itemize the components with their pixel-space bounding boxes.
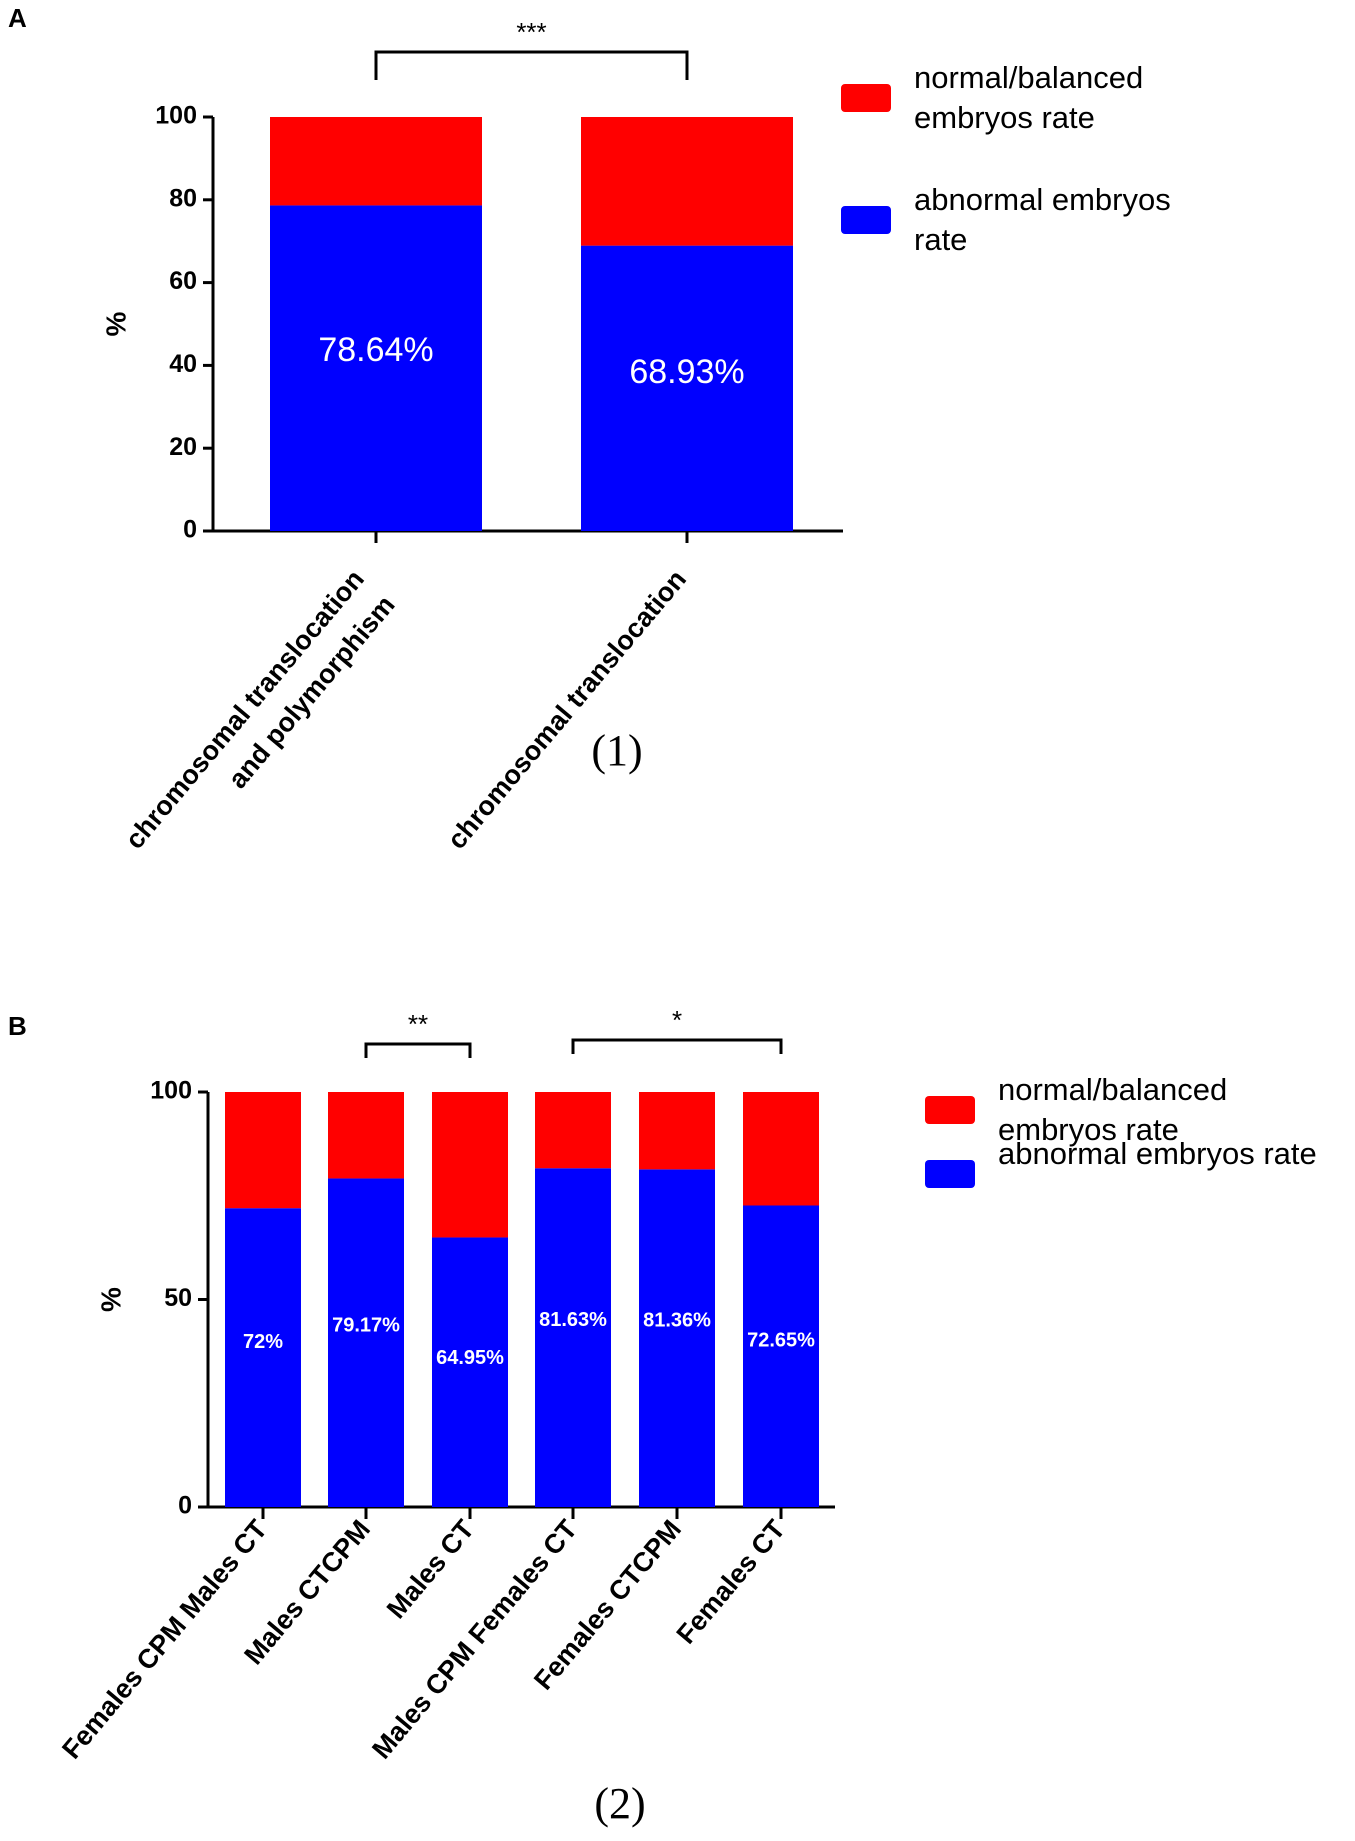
panel-label: B <box>8 1011 27 1041</box>
value-label: 72% <box>243 1331 283 1353</box>
bar-segment <box>225 1208 301 1507</box>
significance-bracket <box>364 1042 472 1058</box>
bar-segment <box>270 117 482 206</box>
legend-label: normal/balanced embryos rate <box>914 60 1143 135</box>
value-label: 81.36% <box>643 1310 711 1332</box>
significance-label: * <box>672 1005 682 1035</box>
caption: (2) <box>594 1779 645 1828</box>
x-tick-label: Females CT <box>671 1514 792 1650</box>
value-label: 64.95% <box>436 1347 504 1369</box>
x-tick-label: chromosomal translocationand polymorphis… <box>119 564 400 880</box>
value-label: 78.64% <box>318 331 433 369</box>
panel-label: A <box>8 3 27 33</box>
value-label: 81.63% <box>539 1309 607 1331</box>
bar-segment <box>743 1205 819 1507</box>
legend-swatch <box>925 1096 975 1124</box>
y-axis-label: % <box>100 311 131 336</box>
bar-segment <box>432 1237 508 1507</box>
bar-segment <box>535 1092 611 1169</box>
bar-segment <box>639 1092 715 1170</box>
value-label: 68.93% <box>629 353 744 391</box>
value-label: 79.17% <box>332 1315 400 1337</box>
bar-segment <box>639 1169 715 1507</box>
significance-label: ** <box>408 1009 428 1039</box>
y-tick-label: 40 <box>169 350 197 378</box>
bar-segment <box>743 1092 819 1206</box>
significance-label: *** <box>516 17 546 47</box>
y-tick-label: 0 <box>183 516 197 544</box>
x-tick-label: Males CT <box>381 1514 480 1624</box>
bar-segment <box>225 1092 301 1209</box>
bar-segment <box>270 205 482 531</box>
y-tick-label: 20 <box>169 433 197 461</box>
x-tick-label: chromosomal translocation <box>441 564 692 855</box>
bar-segment <box>432 1092 508 1238</box>
value-label: 72.65% <box>747 1329 815 1351</box>
x-tick-label: Males CPM Females CT <box>366 1514 583 1765</box>
y-tick-label: 0 <box>178 1492 192 1520</box>
y-tick-label: 100 <box>155 102 197 130</box>
legend-swatch <box>925 1160 975 1188</box>
significance-bracket <box>374 50 689 80</box>
legend-label: normal/balanced embryos rate <box>998 1072 1227 1147</box>
significance-bracket <box>571 1038 783 1054</box>
caption: (1) <box>591 726 642 775</box>
bar-segment <box>535 1168 611 1507</box>
y-tick-label: 80 <box>169 184 197 212</box>
y-tick-label: 50 <box>164 1284 192 1312</box>
bar-segment <box>328 1092 404 1179</box>
bar-segment <box>581 245 793 531</box>
bar-segment <box>328 1178 404 1507</box>
legend-swatch <box>841 84 891 112</box>
y-axis-label: % <box>95 1287 126 1312</box>
legend-label: abnormal embryos rate <box>914 182 1171 257</box>
x-tick-label: Females CPM Males CT <box>56 1514 273 1765</box>
y-tick-label: 60 <box>169 267 197 295</box>
y-tick-label: 100 <box>150 1077 192 1105</box>
bar-segment <box>581 117 793 246</box>
legend-swatch <box>841 206 891 234</box>
legend-label: abnormal embryos rate <box>998 1136 1317 1171</box>
